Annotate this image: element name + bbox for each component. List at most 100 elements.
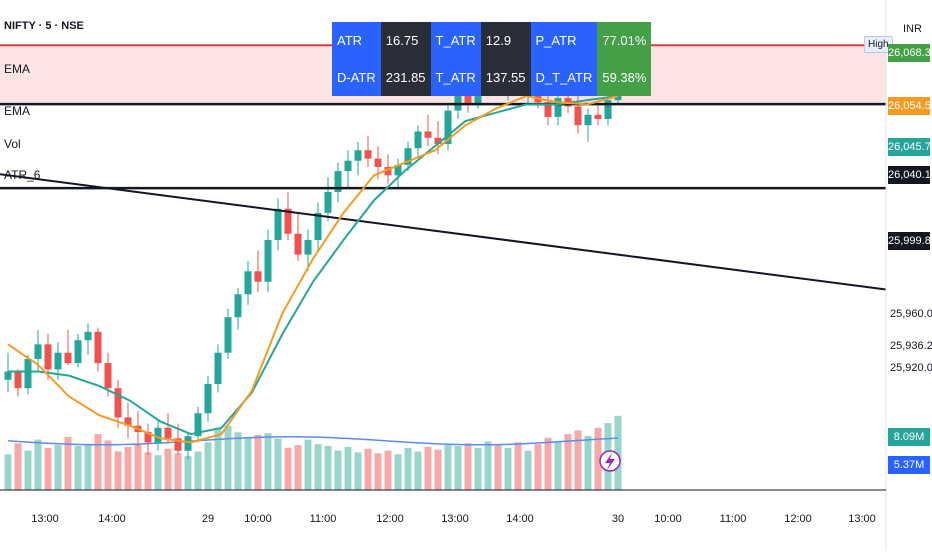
symbol-label: NIFTY · 5 · NSE [4,20,84,32]
volume-bar [534,444,542,490]
volume-bar [184,456,192,490]
volume-bar [4,454,12,490]
candle[interactable] [184,432,192,460]
legend-ema-slow[interactable]: EMA [4,104,31,118]
candle[interactable] [84,323,92,355]
legend-volume[interactable]: Vol [4,137,21,151]
lightning-icon[interactable] [599,450,621,472]
candle[interactable] [424,114,432,147]
volume-bar [514,442,522,490]
volume-bar [414,451,422,490]
candle[interactable] [324,177,332,222]
candle[interactable] [334,162,342,203]
volume-bar [484,441,492,490]
time-axis-label: 11:00 [719,513,747,525]
volume-bar [74,446,82,490]
candle[interactable] [364,135,372,167]
time-axis-label: 29 [201,513,215,525]
candle[interactable] [14,369,22,397]
candle[interactable] [414,125,422,157]
candle[interactable] [204,375,212,422]
volume-bar [574,430,582,490]
candle[interactable] [344,150,352,188]
candle[interactable] [444,104,452,151]
volume-bar [384,450,392,490]
volume-bar [204,442,212,490]
volume-bar [294,445,302,490]
ema-fast-line [7,94,619,444]
candle[interactable] [314,202,322,251]
volume-bar [224,425,232,490]
volume-bar [264,433,272,490]
volume-bar [284,447,292,490]
atr-cell: 137.55 [480,59,531,96]
atr-cell: P_ATR [530,22,598,59]
atr-cell: 59.38% [597,59,652,96]
candle[interactable] [94,327,102,372]
volume-bar [94,434,102,490]
currency-label[interactable]: INR [903,23,922,35]
atr-cell: D-ATR [332,59,381,96]
candle[interactable] [294,212,302,261]
candle[interactable] [4,352,12,393]
candle[interactable] [404,141,412,172]
volume-bar [124,446,132,490]
volume-ma-line [7,436,619,446]
candle[interactable] [284,192,292,240]
candle[interactable] [584,108,592,142]
price-tag: 25,999.85 [888,232,932,250]
volume-bar [54,445,62,490]
candle[interactable] [164,413,172,443]
volume-bar [564,434,572,490]
volume-bar [34,439,42,490]
candle[interactable] [304,229,312,272]
candle[interactable] [554,91,562,126]
volume-bar [344,446,352,490]
volume-bar [134,444,142,490]
candle[interactable] [194,406,202,443]
candle[interactable] [214,344,222,393]
time-axis-label: 13:00 [848,513,876,525]
volume-bar [314,444,322,490]
price-tag: 26,045.74 [888,138,932,156]
volume-bar [454,446,462,490]
volume-bar [464,443,472,490]
trendline[interactable] [0,173,887,291]
candle[interactable] [244,260,252,305]
candle[interactable] [64,329,72,366]
candle[interactable] [264,229,272,293]
volume-bar [144,452,152,490]
candle[interactable] [114,379,122,428]
price-tag: 26,054.51 [888,97,932,115]
candle[interactable] [594,104,602,126]
candle[interactable] [574,89,582,134]
volume-bar [254,435,262,490]
candle[interactable] [234,288,242,330]
candle[interactable] [24,354,32,395]
candle[interactable] [274,198,282,251]
volume-bar [554,441,562,490]
legend-atr[interactable]: ATR_6 [4,168,41,182]
candle[interactable] [154,419,162,451]
candle[interactable] [74,333,82,368]
atr-cell: 77.01% [597,22,652,59]
legend-ema-fast[interactable]: EMA [4,62,31,76]
candle[interactable] [124,402,132,439]
volume-bar [364,448,372,490]
candle[interactable] [254,250,262,293]
candle[interactable] [224,308,232,359]
candle[interactable] [354,141,362,176]
ema-slow-line [8,95,619,436]
volume-bar [274,438,282,490]
volume-bar [234,432,242,490]
candle[interactable] [144,423,152,455]
volume-bar [544,437,552,490]
time-axis-label: 10:00 [244,513,272,525]
volume-bar [494,445,502,490]
time-axis-label: 14:00 [506,513,534,525]
atr-cell: 231.85 [380,59,431,96]
volume-bar [304,439,312,490]
price-tag: 8.09M [888,428,930,446]
candle[interactable] [394,158,402,188]
